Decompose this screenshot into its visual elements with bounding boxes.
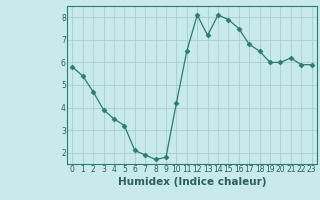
X-axis label: Humidex (Indice chaleur): Humidex (Indice chaleur) xyxy=(118,177,266,187)
